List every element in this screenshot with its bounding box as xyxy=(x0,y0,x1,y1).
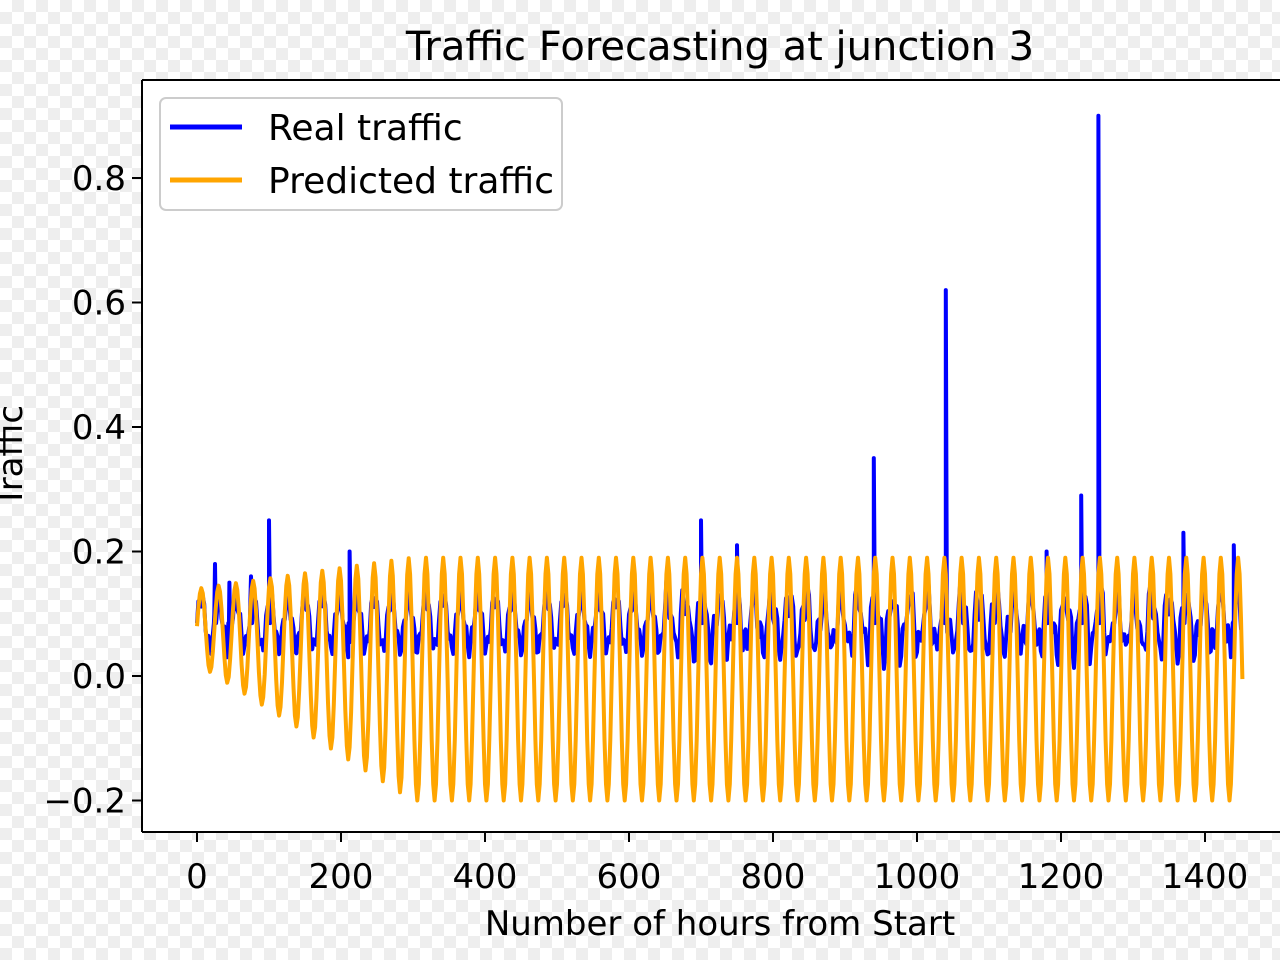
y-tick-label: 0.6 xyxy=(72,284,126,324)
series-line-predicted-traffic xyxy=(195,555,1245,803)
y-axis-label: Traffic xyxy=(0,405,31,508)
x-tick-label: 1400 xyxy=(1162,857,1249,897)
y-tick-label: 0.2 xyxy=(72,533,126,573)
legend-box xyxy=(159,97,563,211)
y-tick-label: 0.4 xyxy=(72,408,126,448)
x-tick-label: 1000 xyxy=(874,857,961,897)
x-tick-label: 800 xyxy=(741,857,806,897)
axes-layer: 0 200 400 600 800 1000 1200 1400 −0.2 0.0 0.2 0.4 0.… xyxy=(43,79,1280,897)
y-tick-label: −0.2 xyxy=(43,782,126,822)
legend-label-predicted-traffic: Predicted traffic xyxy=(268,161,554,202)
x-tick-label: 0 xyxy=(186,857,208,897)
y-tick-label: 0.0 xyxy=(72,657,126,697)
chart-title: Traffic Forecasting at junction 3 xyxy=(405,24,1034,70)
legend-label-real-traffic: Real traffic xyxy=(268,108,463,149)
x-tick-label: 200 xyxy=(309,857,374,897)
series-layer xyxy=(195,113,1245,803)
y-tick-label: 0.8 xyxy=(72,159,126,199)
x-tick-label: 1200 xyxy=(1018,857,1105,897)
x-tick-label: 400 xyxy=(453,857,518,897)
x-tick-label: 600 xyxy=(597,857,662,897)
legend: Real traffic Predicted traffic xyxy=(159,97,563,211)
x-axis-label: Number of hours from Start xyxy=(485,904,955,944)
